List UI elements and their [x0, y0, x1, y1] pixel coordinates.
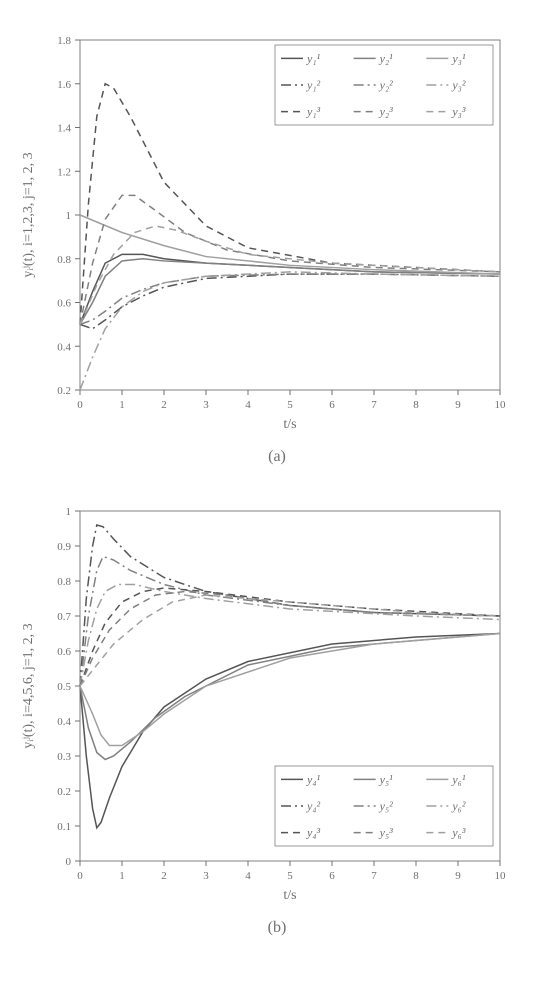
svg-text:0.3: 0.3: [57, 751, 71, 763]
svg-text:1.4: 1.4: [57, 123, 71, 135]
svg-text:8: 8: [413, 870, 419, 882]
svg-text:7: 7: [371, 399, 377, 411]
svg-text:0.8: 0.8: [57, 254, 71, 266]
svg-text:6: 6: [329, 399, 335, 411]
svg-text:4: 4: [245, 399, 251, 411]
svg-text:1: 1: [66, 506, 72, 518]
svg-text:0.9: 0.9: [57, 541, 71, 553]
svg-text:9: 9: [455, 399, 461, 411]
svg-text:y₄³: y₄³: [306, 826, 320, 840]
svg-text:0.2: 0.2: [57, 786, 71, 798]
svg-text:y₂³: y₂³: [379, 105, 393, 119]
svg-text:t/s: t/s: [283, 888, 296, 903]
chart-b-container: 0 1 2 3 4 5 6 7 8 9 10 0 0.1 0.2 0.3 0.4 0.5 0.6 0.7 0.8 0.9…: [15, 491, 539, 937]
svg-text:2: 2: [161, 870, 167, 882]
svg-text:5: 5: [287, 399, 293, 411]
svg-text:y₄¹: y₄¹: [306, 772, 320, 786]
svg-text:y₁¹: y₁¹: [306, 51, 320, 65]
svg-text:2: 2: [161, 399, 167, 411]
svg-text:0.5: 0.5: [57, 681, 71, 693]
svg-text:1: 1: [66, 210, 72, 222]
svg-text:y₆³: y₆³: [451, 826, 465, 840]
svg-text:y₁²: y₁²: [306, 78, 320, 92]
svg-text:7: 7: [371, 870, 377, 882]
svg-text:1.2: 1.2: [57, 166, 71, 178]
svg-text:0: 0: [77, 399, 83, 411]
svg-text:y₁³: y₁³: [306, 105, 320, 119]
svg-text:3: 3: [203, 399, 209, 411]
svg-text:0.7: 0.7: [57, 611, 71, 623]
svg-text:t/s: t/s: [283, 417, 296, 432]
svg-text:yᵢʲ(t), i=4,5,6, j=1, 2, 3: yᵢʲ(t), i=4,5,6, j=1, 2, 3: [21, 623, 36, 748]
svg-text:0.6: 0.6: [57, 298, 71, 310]
svg-text:y₅²: y₅²: [379, 799, 393, 813]
svg-text:0.1: 0.1: [57, 821, 71, 833]
svg-text:0: 0: [66, 856, 72, 868]
svg-text:3: 3: [203, 870, 209, 882]
svg-text:1: 1: [119, 399, 125, 411]
svg-text:8: 8: [413, 399, 419, 411]
svg-text:y₂¹: y₂¹: [379, 51, 393, 65]
svg-text:y₆²: y₆²: [451, 799, 465, 813]
svg-text:0: 0: [77, 870, 83, 882]
svg-text:y₂²: y₂²: [379, 78, 393, 92]
svg-text:10: 10: [495, 399, 507, 411]
svg-text:5: 5: [287, 870, 293, 882]
svg-text:y₃²: y₃²: [451, 78, 465, 92]
svg-text:y₅³: y₅³: [379, 826, 393, 840]
svg-text:1.6: 1.6: [57, 79, 71, 91]
subplot-label-b: (b): [15, 919, 539, 937]
svg-text:0.4: 0.4: [57, 341, 71, 353]
svg-text:0.2: 0.2: [57, 385, 71, 397]
svg-text:0.4: 0.4: [57, 716, 71, 728]
svg-text:y₃³: y₃³: [451, 105, 465, 119]
subplot-label-a: (a): [15, 448, 539, 466]
svg-text:6: 6: [329, 870, 335, 882]
chart-b: 0 1 2 3 4 5 6 7 8 9 10 0 0.1 0.2 0.3 0.4 0.5 0.6 0.7 0.8 0.9…: [15, 491, 515, 911]
svg-text:10: 10: [495, 870, 507, 882]
svg-text:4: 4: [245, 870, 251, 882]
chart-a-container: 0 1 2 3 4 5 6 7 8 9 10 0.2 0.4 0.6 0.8 1 1.2 1.4 1.6 1.8 t/s…: [15, 20, 539, 466]
svg-text:yᵢʲ(t), i=1,2,3, j=1, 2, 3: yᵢʲ(t), i=1,2,3, j=1, 2, 3: [21, 152, 36, 277]
chart-a: 0 1 2 3 4 5 6 7 8 9 10 0.2 0.4 0.6 0.8 1 1.2 1.4 1.6 1.8 t/s…: [15, 20, 515, 440]
svg-text:y₄²: y₄²: [306, 799, 320, 813]
svg-text:y₅¹: y₅¹: [379, 772, 393, 786]
svg-text:0.6: 0.6: [57, 646, 71, 658]
svg-text:y₆¹: y₆¹: [451, 772, 465, 786]
svg-text:1: 1: [119, 870, 125, 882]
svg-text:9: 9: [455, 870, 461, 882]
svg-text:1.8: 1.8: [57, 35, 71, 47]
svg-text:0.8: 0.8: [57, 576, 71, 588]
svg-text:y₃¹: y₃¹: [451, 51, 465, 65]
